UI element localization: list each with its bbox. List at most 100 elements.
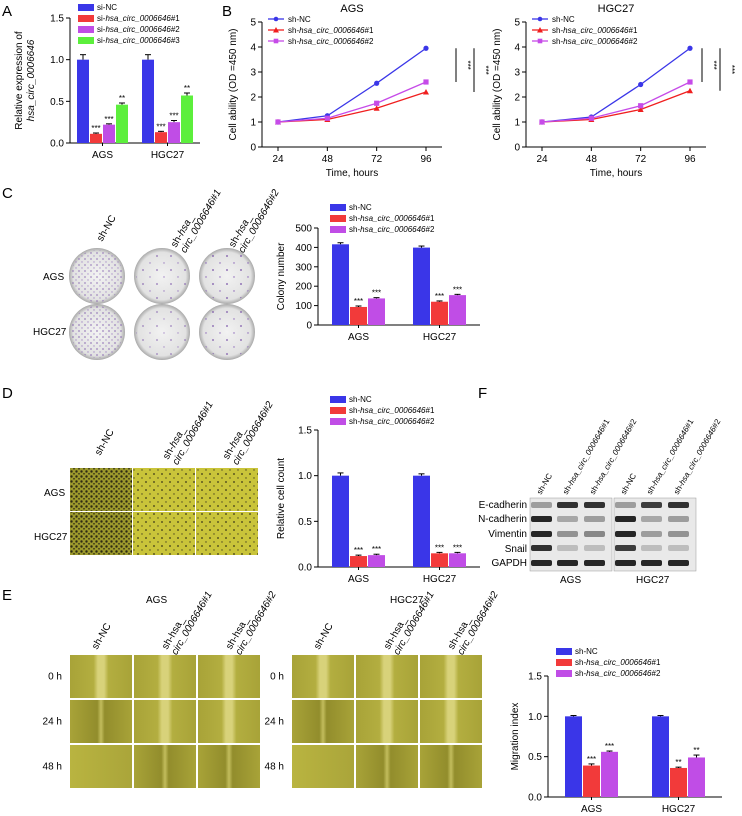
x-tick-label: AGS <box>581 804 602 815</box>
bar <box>90 133 102 143</box>
wound-row-label: 48 h <box>43 762 62 773</box>
legend-label: sh-hsa_circ_0006646#2 <box>575 669 661 678</box>
colony-dish-ags-nc <box>69 248 125 304</box>
x-tick-label: 96 <box>684 154 696 165</box>
significance-label: *** <box>435 543 444 552</box>
y-tick-label: 1.0 <box>298 471 312 482</box>
colony-row-label-ags: AGS <box>43 272 64 283</box>
x-tick-label: AGS <box>348 574 369 585</box>
x-tick-label: 24 <box>536 154 548 165</box>
western-band <box>668 545 689 551</box>
x-tick-label: AGS <box>348 332 369 343</box>
colony-col-label-1: sh-NC <box>95 213 119 243</box>
colony-col-label-2: sh-hsa_circ_0006646#1 <box>169 182 224 255</box>
transwell-img-ags-sh1 <box>133 468 195 511</box>
colony-row-label-hgc27: HGC27 <box>33 327 67 338</box>
significance-label: ** <box>119 94 125 103</box>
wound-col-label: sh-hsa_circ_0006646#2 <box>446 584 501 657</box>
legend-label: si-hsa_circ_0006646#3 <box>97 36 180 45</box>
significance-label: *** <box>605 742 614 751</box>
wound-row-label: 0 h <box>48 672 62 683</box>
x-tick-label: HGC27 <box>423 574 457 585</box>
bar <box>449 295 466 325</box>
bar <box>103 124 115 143</box>
legend-swatch <box>78 15 94 22</box>
y-tick-label: 0.5 <box>298 517 312 528</box>
x-tick-label: 48 <box>586 154 598 165</box>
bar <box>181 95 193 143</box>
wound-title-hgc27: HGC27 <box>390 595 424 606</box>
western-band <box>584 545 605 551</box>
legend-label: si-hsa_circ_0006646#1 <box>97 14 180 23</box>
transwell-img-hgc27-sh2 <box>196 512 258 555</box>
legend-swatch <box>330 418 346 425</box>
western-band <box>641 560 662 566</box>
wound-image <box>198 745 260 788</box>
significance-label: *** <box>354 546 363 555</box>
legend-label: si-hsa_circ_0006646#2 <box>97 25 180 34</box>
wound-image <box>356 655 418 698</box>
data-point <box>423 89 429 95</box>
legend-label: sh-hsa_circ_0006646#2 <box>288 37 374 46</box>
x-tick-label: 24 <box>272 154 284 165</box>
colony-dish-ags-sh2 <box>199 248 255 304</box>
wound-col-label: sh-NC <box>312 621 336 651</box>
significance-label: *** <box>372 545 381 554</box>
data-point <box>423 79 429 85</box>
legend-label: sh-hsa_circ_0006646#1 <box>288 26 374 35</box>
significance-label: *** <box>481 65 490 74</box>
significance-label: *** <box>156 122 165 131</box>
y-tick-label: 1.5 <box>528 672 542 683</box>
wound-image <box>70 745 132 788</box>
y-tick-label: 3 <box>250 68 256 79</box>
panel-label-f: F <box>478 385 487 402</box>
western-band <box>641 516 662 522</box>
western-lane-label: sh-NC <box>535 472 554 496</box>
y-tick-label: 1.0 <box>50 55 64 66</box>
transwell-img-hgc27-nc <box>70 512 132 555</box>
data-point <box>637 106 644 112</box>
legend-swatch <box>556 648 572 655</box>
y-tick-label: 1.5 <box>298 426 312 437</box>
legend-swatch <box>556 659 572 666</box>
wound-image <box>134 745 196 788</box>
chart-c: 0 100 200 300 400 500 Colony number *** *** AGS **… <box>276 203 480 343</box>
western-band <box>615 502 636 508</box>
data-point <box>687 79 693 85</box>
legend-marker <box>537 27 543 33</box>
western-band <box>557 531 578 537</box>
legend-label: sh-NC <box>349 203 372 212</box>
bar <box>116 104 128 143</box>
data-point <box>539 119 545 125</box>
legend-label: si-NC <box>97 3 117 12</box>
legend-label: sh-hsa_circ_0006646#2 <box>349 225 435 234</box>
bar <box>142 59 154 143</box>
bar <box>431 301 448 325</box>
y-axis-label: Relative cell count <box>276 458 287 539</box>
western-lane-labels: sh-NC sh-hsa_circ_0006646#1sh-hsa_circ_00… <box>535 417 723 496</box>
y-tick-label: 0.5 <box>50 97 64 108</box>
data-point <box>374 80 380 86</box>
chart-title: AGS <box>340 3 363 15</box>
y-tick-label: 500 <box>295 224 312 235</box>
wound-image <box>70 700 132 743</box>
series-line <box>277 91 427 123</box>
y-tick-label: 0 <box>514 143 520 154</box>
panel-label-b: B <box>222 3 232 20</box>
data-point <box>373 105 380 111</box>
y-tick-label: 1.5 <box>50 14 64 25</box>
series-line <box>277 81 427 123</box>
wound-image <box>70 655 132 698</box>
legend-label: sh-NC <box>552 15 575 24</box>
legend-swatch <box>330 204 346 211</box>
y-tick-label: 1 <box>514 118 520 129</box>
y-tick-label: 0.5 <box>528 752 542 763</box>
y-tick-label: 4 <box>250 43 256 54</box>
transwell-col-label-3: sh-hsa_circ_0006646#2 <box>221 394 276 467</box>
bar <box>413 475 430 567</box>
bar <box>332 244 349 325</box>
bar <box>368 555 385 567</box>
western-band <box>557 560 578 566</box>
western-protein-snail: Snail <box>505 544 527 555</box>
wound-row-label: 24 h <box>43 717 62 728</box>
